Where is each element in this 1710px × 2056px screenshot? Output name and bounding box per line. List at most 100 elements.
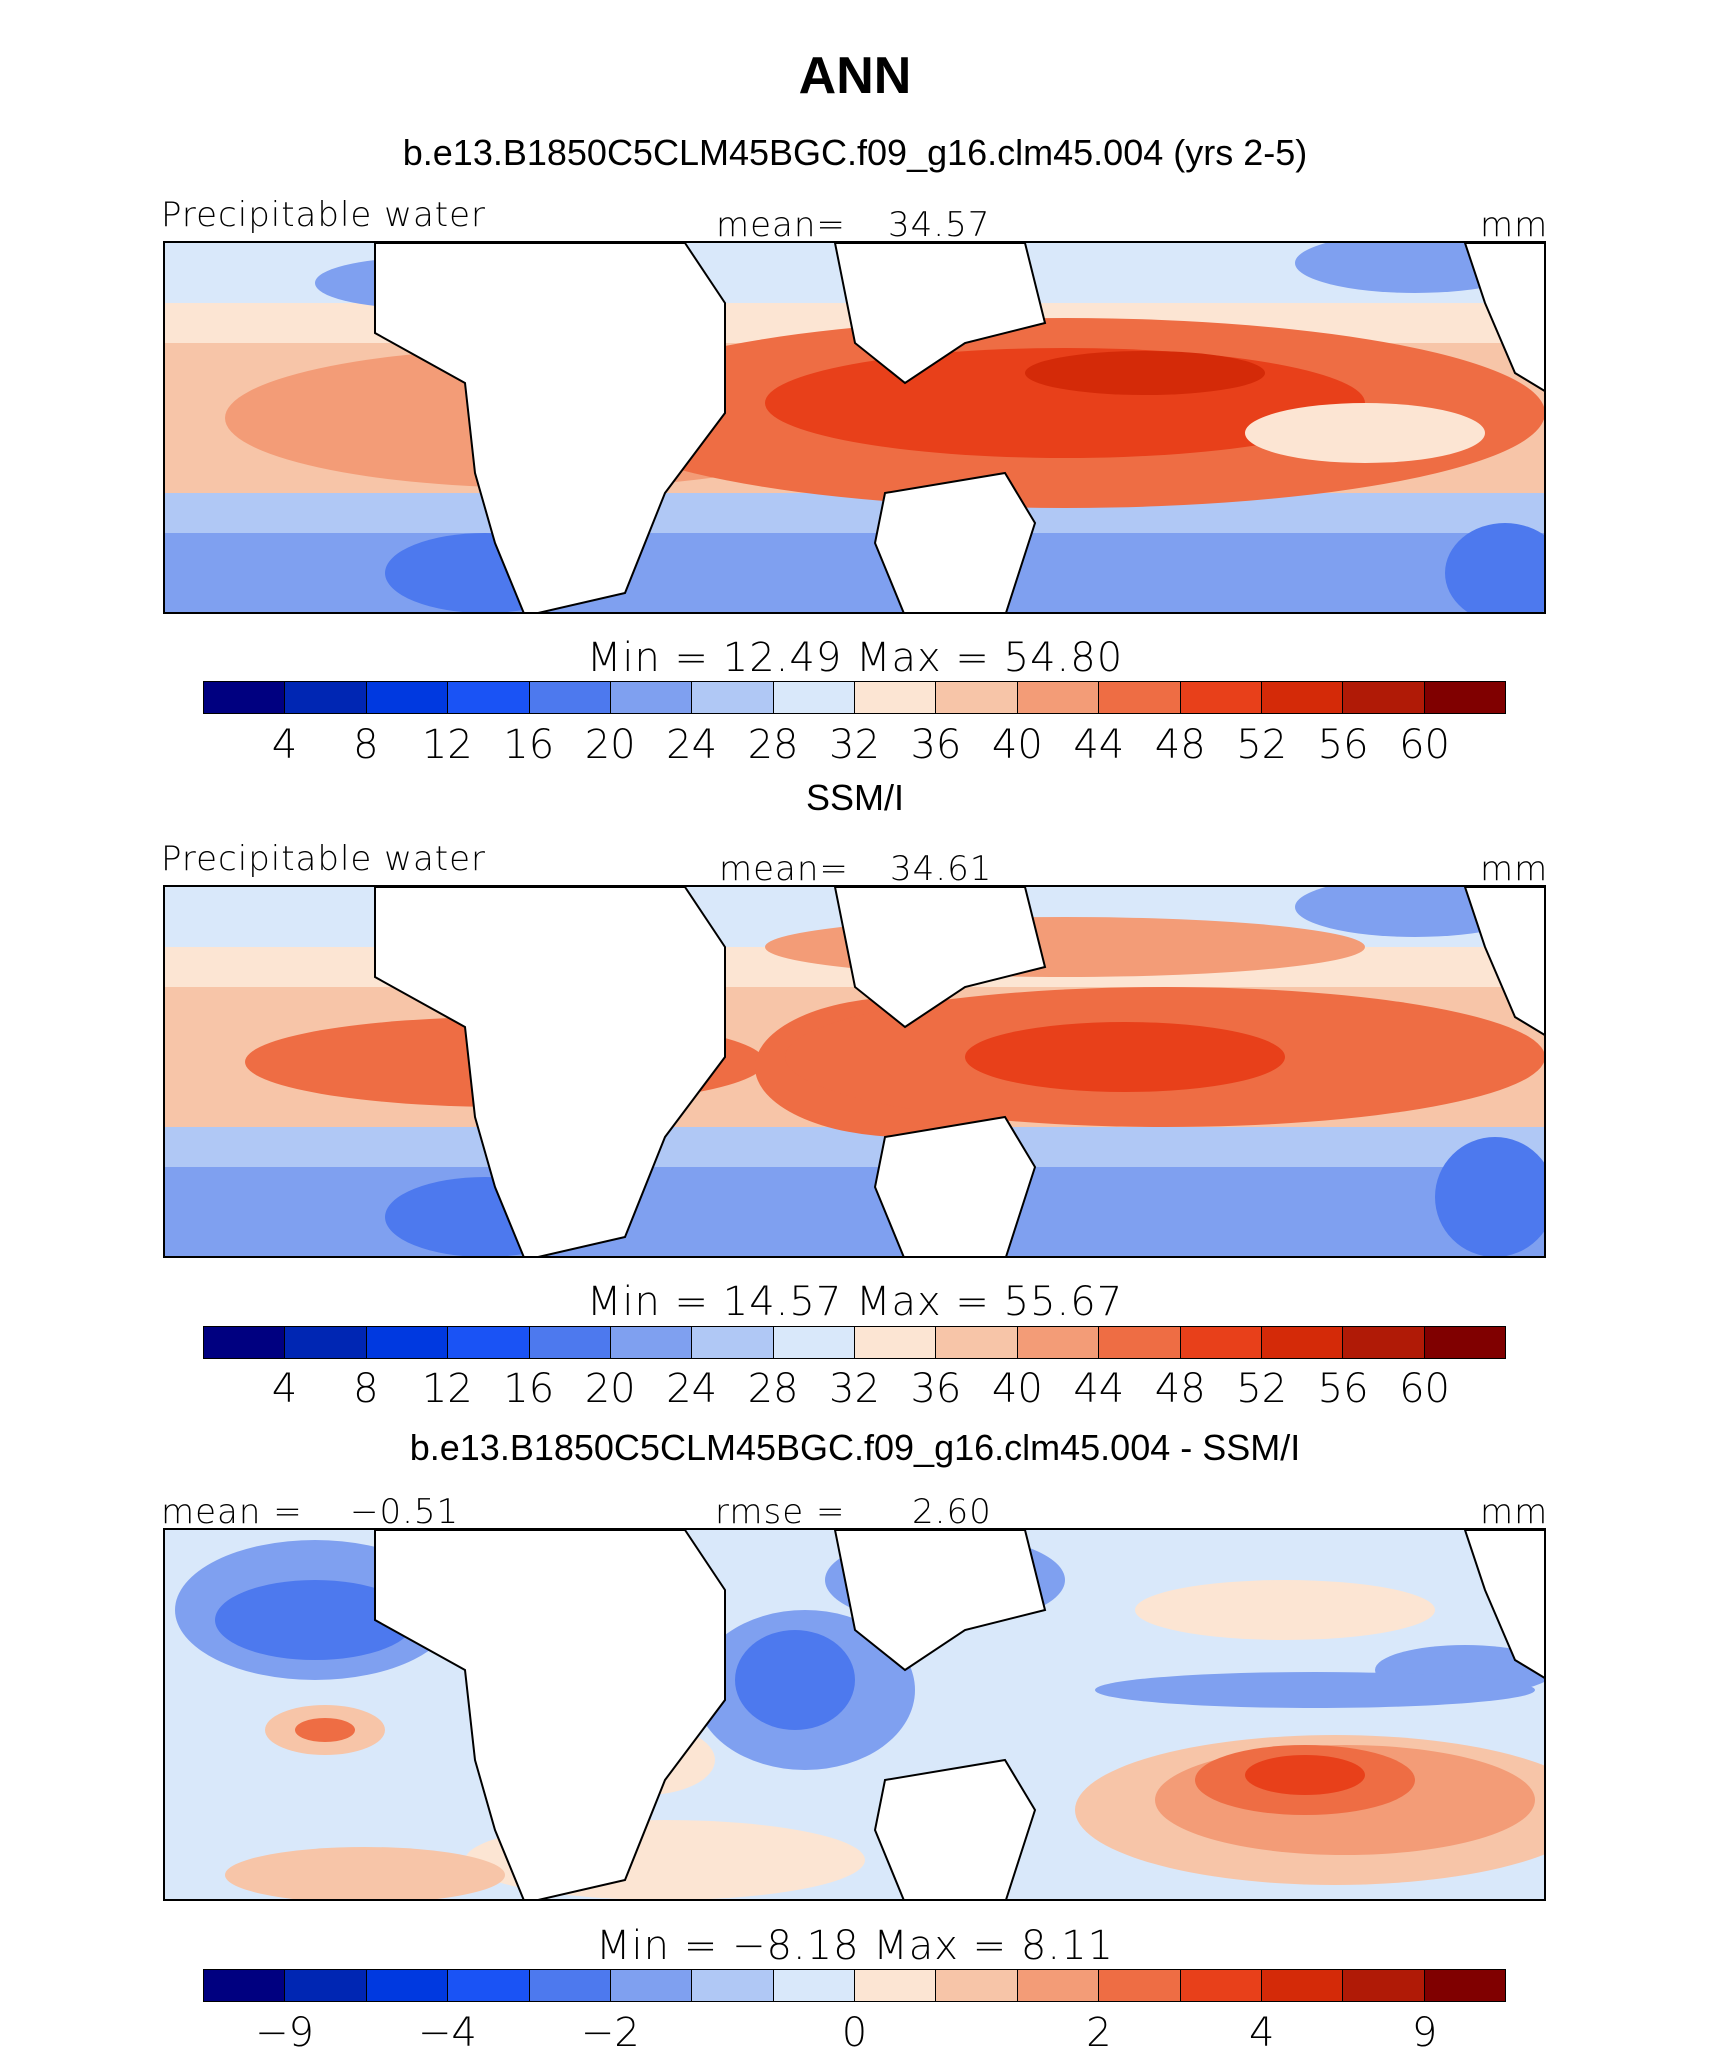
panel1-colorbar-tick: 20: [584, 722, 636, 768]
panel1-colorbar-swatch: [366, 682, 449, 713]
panel3-colorbar-swatch: [610, 1970, 693, 2001]
panel1-colorbar-swatch: [1261, 682, 1344, 713]
panel2-min-label: Min: [586, 1279, 661, 1325]
panel3-colorbar-swatch: [204, 1970, 286, 2001]
panel1-america: [1463, 243, 1544, 392]
panel3-colorbar-swatch: [1180, 1970, 1262, 2001]
panel1-australia: [873, 471, 1037, 612]
panel2-colorbar-swatch: [529, 1327, 611, 1358]
panel2-colorbar-tick: 28: [747, 1366, 799, 1412]
panel3-mean-label: mean =: [161, 1492, 303, 1532]
panel1-max-value: 54.80: [1003, 635, 1124, 681]
panel3-colorbar-tick: 9: [1411, 2010, 1438, 2056]
panel1-colorbar-swatch: [529, 682, 611, 713]
panel3-colorbar-swatch: [1343, 1970, 1425, 2001]
panel2-min-value: 14.57: [722, 1279, 843, 1325]
panel2-colorbar-swatch: [448, 1327, 530, 1358]
panel2-title: SSM/I: [805, 777, 904, 818]
panel3-colorbar-swatch: [529, 1970, 611, 2001]
panel3-colorbar-swatch: [1424, 1970, 1505, 2001]
panel1-asia: [833, 243, 1047, 385]
panel2-map: [163, 885, 1546, 1258]
panel3-units: mm: [1480, 1492, 1549, 1532]
panel1-colorbar-swatch: [610, 682, 693, 713]
panel1-max-label: Max: [856, 635, 942, 681]
panel2-colorbar-swatch: [773, 1327, 855, 1358]
panel1-colorbar-tick: 16: [503, 722, 555, 768]
panel1-colorbar-swatch: [285, 682, 367, 713]
panel1-colorbar-tick: 40: [991, 722, 1043, 768]
panel1-colorbar-swatch: [1424, 682, 1505, 713]
panel1-colorbar-swatch: [1099, 682, 1181, 713]
panel1-colorbar-swatch: [692, 682, 774, 713]
panel3-rmse-value: 2.60: [912, 1492, 992, 1532]
panel1-colorbar-tick: 24: [666, 722, 718, 768]
panel2-max-label: Max: [856, 1279, 942, 1325]
panel3-mean-value: −0.51: [350, 1492, 460, 1532]
panel1-colorbar-swatch: [936, 682, 1018, 713]
panel2-units: mm: [1480, 849, 1549, 889]
panel3-minmax: Min = −8.18 Max = 8.11: [596, 1923, 1114, 1969]
panel2-colorbar: [203, 1326, 1506, 1359]
panel1-variable-label: Precipitable water: [161, 195, 487, 235]
panel2-colorbar-swatch: [692, 1327, 774, 1358]
panel2-colorbar-tick: 56: [1317, 1366, 1369, 1412]
panel3-colorbar-swatch: [448, 1970, 530, 2001]
panel2-colorbar-swatch: [1017, 1327, 1100, 1358]
panel2-colorbar-tick: 20: [584, 1366, 636, 1412]
panel1-colorbar-tick: 28: [747, 722, 799, 768]
panel3-colorbar: [203, 1969, 1506, 2002]
panel1-colorbar-swatch: [855, 682, 937, 713]
panel2-colorbar-swatch: [1261, 1327, 1344, 1358]
panel2-colorbar-tick: 36: [910, 1366, 962, 1412]
main-title: ANN: [798, 47, 912, 105]
panel1-colorbar-swatch: [1180, 682, 1262, 713]
panel3-colorbar-swatch: [1017, 1970, 1100, 2001]
panel3-colorbar-swatch: [773, 1970, 855, 2001]
panel3-rmse-label: rmse =: [715, 1492, 846, 1532]
panel1-mean-value: 34.57: [888, 205, 991, 245]
panel2-colorbar-swatch: [610, 1327, 693, 1358]
panel1-title: b.e13.B1850C5CLM45BGC.f09_g16.clm45.004 …: [402, 132, 1308, 173]
panel2-colorbar-tick: 32: [829, 1366, 880, 1412]
panel2-colorbar-swatch: [855, 1327, 937, 1358]
panel2-mean-value: 34.61: [890, 849, 993, 889]
panel1-colorbar-tick: 44: [1073, 722, 1125, 768]
panel2-colorbar-tick: 40: [991, 1366, 1043, 1412]
panel2-colorbar-swatch: [1099, 1327, 1181, 1358]
panel3-colorbar-swatch: [285, 1970, 367, 2001]
panel3-field: [165, 1530, 1544, 1899]
panel2-colorbar-tick: 44: [1073, 1366, 1125, 1412]
panel2-colorbar-swatch: [285, 1327, 367, 1358]
panel1-colorbar-tick: 48: [1154, 722, 1206, 768]
panel1-min-value: 12.49: [722, 635, 843, 681]
panel1-colorbar-swatch: [204, 682, 286, 713]
panel2-max-value: 55.67: [1003, 1279, 1124, 1325]
panel3-min-value: −8.18: [731, 1923, 860, 1969]
panel3-colorbar-tick: 0: [841, 2010, 868, 2056]
panel2-field: [165, 887, 1544, 1256]
panel2-colorbar-tick: 8: [353, 1366, 379, 1412]
panel2-colorbar-tick: 48: [1154, 1366, 1206, 1412]
panel2-colorbar-tick: 52: [1236, 1366, 1288, 1412]
panel1-colorbar-swatch: [1017, 682, 1100, 713]
panel2-variable-label: Precipitable water: [161, 839, 487, 879]
panel2-colorbar-tick: 4: [271, 1366, 298, 1412]
panel2-colorbar-swatch: [936, 1327, 1018, 1358]
panel2-minmax: Min = 14.57 Max = 55.67: [586, 1279, 1124, 1325]
panel1-colorbar-tick: 60: [1399, 722, 1451, 768]
panel1-colorbar: [203, 681, 1506, 714]
panel1-colorbar-tick: 4: [271, 722, 298, 768]
panel1-colorbar-tick: 12: [421, 722, 473, 768]
panel3-min-label: Min: [596, 1923, 670, 1969]
panel1-colorbar-tick: 8: [353, 722, 379, 768]
panel3-colorbar-swatch: [1099, 1970, 1181, 2001]
panel1-colorbar-tick: 56: [1317, 722, 1369, 768]
panel3-max-value: 8.11: [1020, 1923, 1114, 1969]
panel1-colorbar-swatch: [773, 682, 855, 713]
panel1-colorbar-tick: 36: [910, 722, 962, 768]
panel1-colorbar-swatch: [448, 682, 530, 713]
panel2-colorbar-tick: 12: [421, 1366, 473, 1412]
panel1-field: [165, 243, 1544, 612]
panel1-minmax: Min = 12.49 Max = 54.80: [586, 635, 1124, 681]
